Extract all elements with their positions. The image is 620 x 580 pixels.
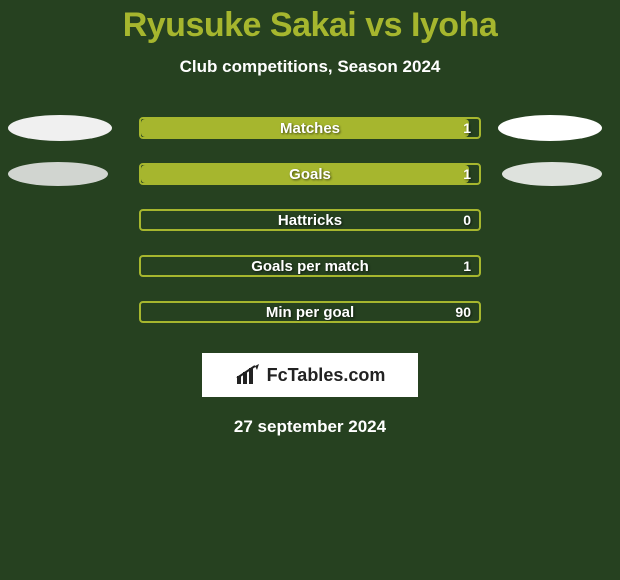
player-left-marker bbox=[8, 162, 108, 186]
player-right-marker bbox=[498, 115, 602, 141]
stat-row: Min per goal90 bbox=[0, 301, 620, 323]
stat-value: 1 bbox=[463, 165, 471, 183]
branding-text: FcTables.com bbox=[267, 365, 386, 386]
stat-label: Matches bbox=[141, 119, 479, 137]
stat-value: 0 bbox=[463, 211, 471, 229]
stat-bar: Goals1 bbox=[139, 163, 481, 185]
snapshot-date: 27 september 2024 bbox=[0, 417, 620, 437]
stat-row: Hattricks0 bbox=[0, 209, 620, 231]
page-subtitle: Club competitions, Season 2024 bbox=[0, 57, 620, 77]
stat-bar: Matches1 bbox=[139, 117, 481, 139]
stat-label: Min per goal bbox=[141, 303, 479, 321]
stat-bar: Min per goal90 bbox=[139, 301, 481, 323]
stat-value: 90 bbox=[455, 303, 471, 321]
stat-row: Goals per match1 bbox=[0, 255, 620, 277]
stat-bar: Goals per match1 bbox=[139, 255, 481, 277]
player-right-marker bbox=[502, 162, 602, 186]
stat-label: Goals bbox=[141, 165, 479, 183]
stat-row: Matches1 bbox=[0, 117, 620, 139]
stat-label: Hattricks bbox=[141, 211, 479, 229]
stat-value: 1 bbox=[463, 257, 471, 275]
stat-row: Goals1 bbox=[0, 163, 620, 185]
chart-icon bbox=[235, 364, 261, 386]
stat-label: Goals per match bbox=[141, 257, 479, 275]
player-left-marker bbox=[8, 115, 112, 141]
stat-bar: Hattricks0 bbox=[139, 209, 481, 231]
stats-rows: Matches1Goals1Hattricks0Goals per match1… bbox=[0, 117, 620, 323]
stat-value: 1 bbox=[463, 119, 471, 137]
branding-badge: FcTables.com bbox=[202, 353, 418, 397]
page-title: Ryusuke Sakai vs Iyoha bbox=[0, 0, 620, 45]
